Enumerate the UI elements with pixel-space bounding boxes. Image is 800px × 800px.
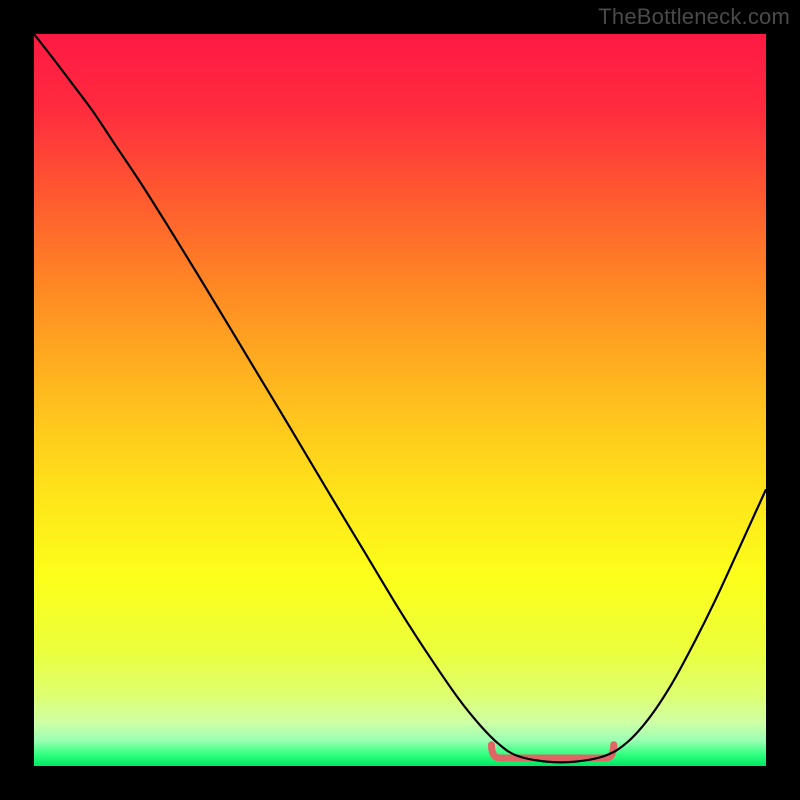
curve-line <box>34 34 766 762</box>
chart-plot-area <box>34 34 766 766</box>
watermark-text: TheBottleneck.com <box>598 4 790 30</box>
bottleneck-curve <box>34 34 766 766</box>
